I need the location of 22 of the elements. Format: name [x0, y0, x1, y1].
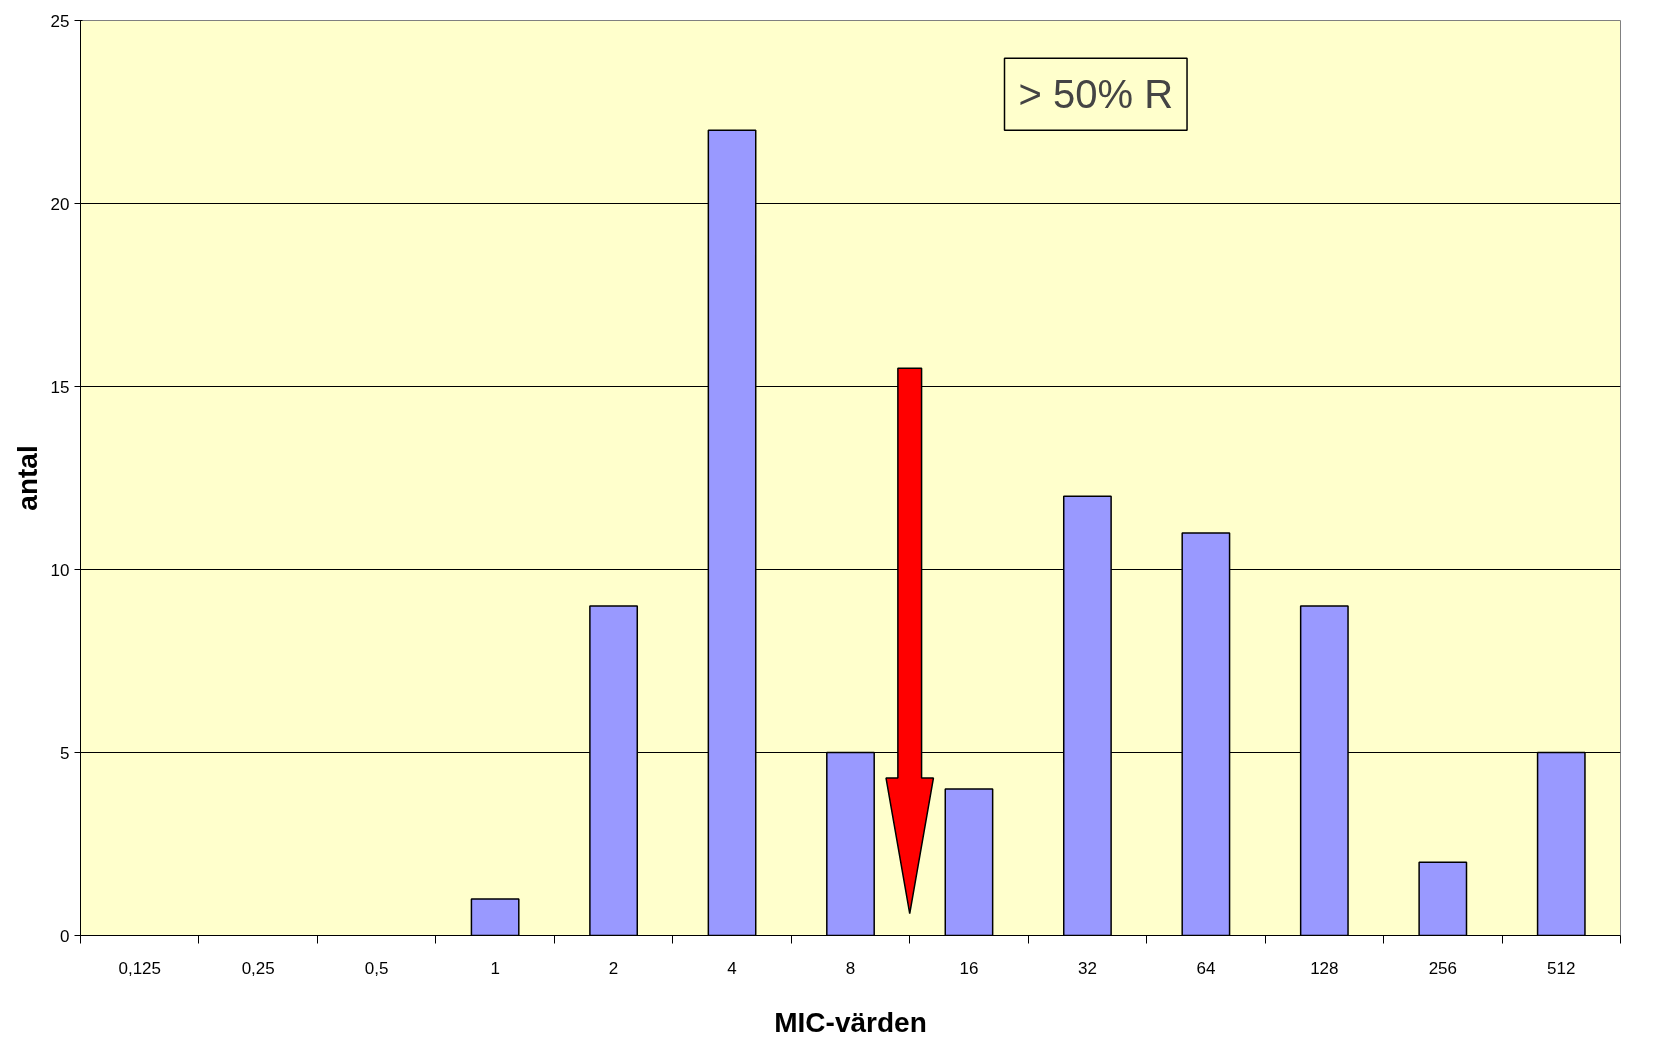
- x-tick-label: 32: [1077, 958, 1097, 978]
- x-tick-label: 0,125: [118, 958, 162, 978]
- x-tick-label: 128: [1310, 958, 1339, 978]
- y-tick-label: 5: [60, 743, 70, 763]
- annotation: > 50% R: [1018, 72, 1174, 117]
- x-tick-label: 0,25: [241, 958, 275, 978]
- x-axis-title: MIC-värden: [774, 1006, 927, 1038]
- x-tick-label: 512: [1547, 958, 1576, 978]
- x-tick-label: 0,5: [364, 958, 389, 978]
- y-axis-title: antal: [11, 445, 43, 511]
- x-tick-label: 16: [959, 958, 979, 978]
- x-tick-label: 2: [608, 958, 619, 978]
- x-tick-label: 1: [490, 958, 500, 978]
- x-tick-label: 4: [727, 958, 737, 978]
- x-tick-label: 256: [1428, 958, 1457, 978]
- y-tick-label: 25: [50, 11, 70, 31]
- x-tick-label: 64: [1196, 958, 1216, 978]
- y-tick-label: 10: [50, 560, 70, 580]
- y-tick-label: 20: [50, 194, 70, 214]
- x-tick-label: 8: [845, 958, 856, 978]
- y-tick-label: 15: [50, 377, 70, 397]
- y-tick-label: 0: [60, 926, 70, 946]
